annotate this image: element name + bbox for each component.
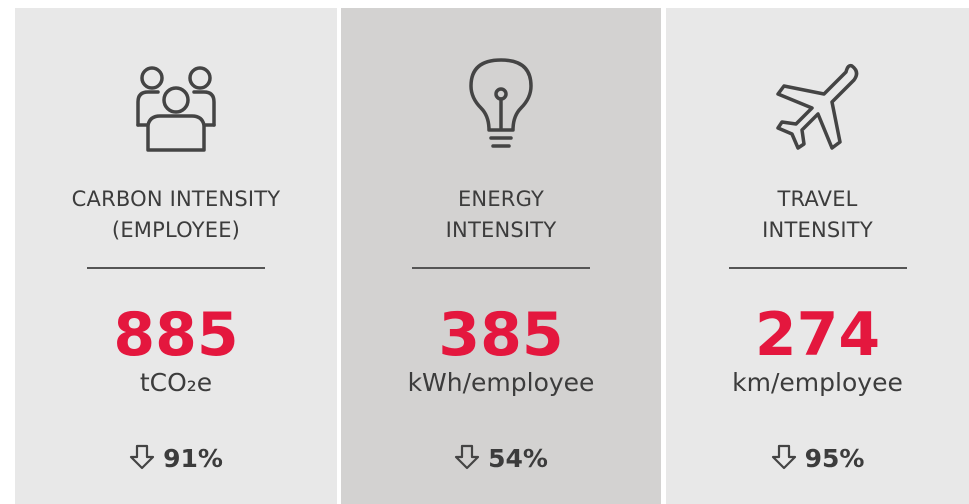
down-arrow [454, 444, 480, 470]
unit: km/employee [732, 368, 903, 397]
card-title: TRAVEL INTENSITY [666, 184, 969, 246]
change: 54% [341, 441, 661, 477]
divider [87, 267, 265, 269]
change-value: 54% [488, 444, 548, 473]
divider [728, 267, 907, 269]
card: CARBON INTENSITY (EMPLOYEE) 885 tCO₂e 91… [15, 8, 337, 504]
card: ENERGY INTENSITY 385 kWh/employee 54% [341, 8, 661, 504]
title-line: TRAVEL [777, 187, 858, 211]
unit: kWh/employee [407, 368, 595, 397]
plane-icon [775, 63, 858, 150]
people-icon [136, 66, 216, 152]
title-line: CARBON INTENSITY [71, 187, 281, 211]
card-title: CARBON INTENSITY (EMPLOYEE) [15, 184, 337, 246]
title-line: ENERGY [457, 187, 545, 211]
value: 885 [113, 300, 239, 370]
card: TRAVEL INTENSITY 274 km/employee 95% [666, 8, 969, 504]
change: 95% [666, 441, 969, 477]
down-arrow [771, 444, 796, 470]
unit: tCO₂e [139, 368, 213, 397]
title-line: INTENSITY [762, 218, 873, 242]
bulb-icon [469, 58, 533, 148]
title-line: (EMPLOYEE) [111, 218, 241, 242]
card-title: ENERGY INTENSITY [341, 184, 661, 246]
title-line: INTENSITY [445, 218, 557, 242]
down-arrow [129, 444, 155, 470]
divider [412, 267, 590, 269]
change: 91% [15, 441, 337, 477]
change-value: 95% [804, 444, 865, 473]
value: 274 [754, 300, 881, 370]
change-value: 91% [163, 444, 223, 473]
value: 385 [438, 300, 564, 370]
